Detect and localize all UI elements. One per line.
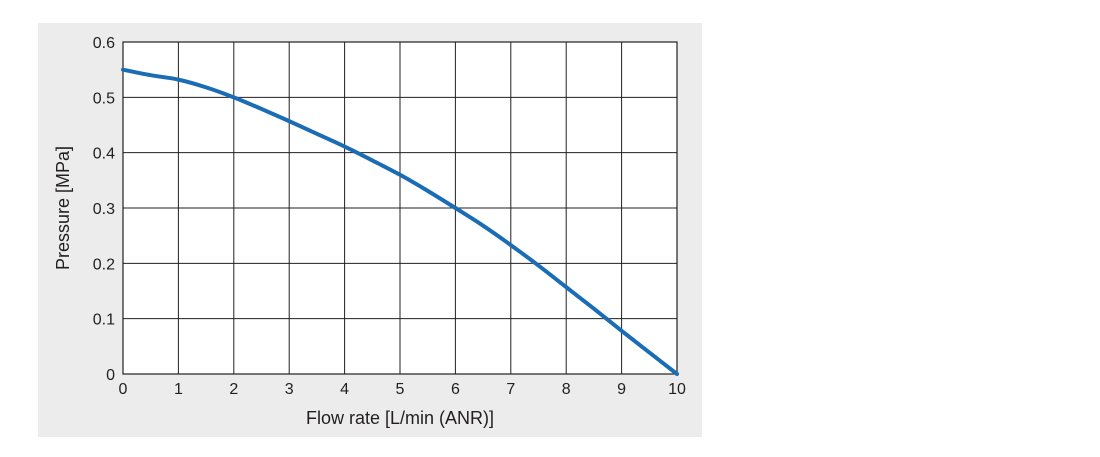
x-tick-label: 7 <box>506 381 515 398</box>
y-axis-ticks: 0 0.1 0.2 0.3 0.4 0.5 0.6 <box>93 35 115 384</box>
plot-frame <box>122 41 678 375</box>
x-tick-label: 2 <box>229 381 238 398</box>
y-axis-label: Pressure [MPa] <box>53 146 73 270</box>
grid <box>122 41 678 375</box>
x-tick-label: 8 <box>562 381 571 398</box>
y-tick-label: 0.4 <box>93 146 115 163</box>
y-tick-label: 0.5 <box>93 90 115 107</box>
x-tick-label: 10 <box>668 381 686 398</box>
x-tick-label: 9 <box>617 381 626 398</box>
x-tick-label: 4 <box>340 381 349 398</box>
y-tick-label: 0.6 <box>93 35 115 52</box>
x-tick-label: 1 <box>174 381 183 398</box>
pressure-curve-line <box>121 67 679 376</box>
series <box>121 67 679 376</box>
y-tick-label: 0.3 <box>93 201 115 218</box>
x-tick-label: 3 <box>285 381 294 398</box>
x-axis-label: Flow rate [L/min (ANR)] <box>306 408 494 428</box>
chart-panel: 0 1 2 3 4 5 6 7 8 9 10 0 0.1 0.2 0.3 0.4 0.5 0.6 Flow ra… <box>38 23 702 437</box>
x-tick-label: 5 <box>396 381 405 398</box>
x-tick-label: 6 <box>451 381 460 398</box>
x-axis-ticks: 0 1 2 3 4 5 6 7 8 9 10 <box>119 381 686 398</box>
pressure-flow-chart: 0 1 2 3 4 5 6 7 8 9 10 0 0.1 0.2 0.3 0.4 0.5 0.6 Flow ra… <box>53 35 686 428</box>
y-tick-label: 0 <box>106 367 115 384</box>
y-tick-label: 0.2 <box>93 256 115 273</box>
x-tick-label: 0 <box>119 381 128 398</box>
y-tick-label: 0.1 <box>93 312 115 329</box>
